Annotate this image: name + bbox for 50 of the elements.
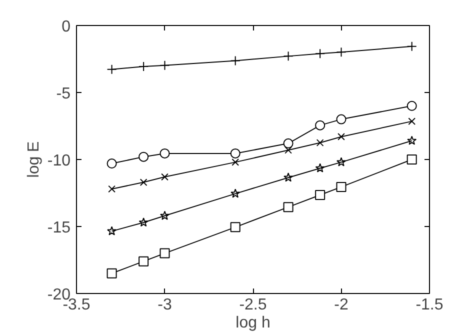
point [283, 138, 294, 148]
point [160, 210, 170, 220]
point [283, 202, 294, 212]
point [315, 48, 326, 59]
x-axis-title: log h [236, 314, 270, 332]
y-axis-title: log E [25, 141, 42, 178]
x-tick-label: -2.5 [239, 296, 267, 314]
point [336, 182, 346, 192]
point [106, 268, 117, 278]
point [336, 47, 346, 58]
point [315, 190, 326, 200]
point [138, 152, 149, 162]
point [406, 41, 417, 52]
point [232, 158, 240, 166]
point [140, 178, 148, 186]
point [408, 118, 416, 125]
point [160, 60, 170, 70]
point [406, 154, 417, 164]
x-tick-label: -1.5 [416, 296, 444, 314]
point [161, 173, 168, 181]
point [406, 100, 417, 111]
point [283, 51, 294, 62]
point [160, 248, 170, 258]
point [160, 148, 170, 158]
point [336, 157, 346, 166]
point [106, 158, 117, 169]
point [138, 217, 148, 227]
x-tick-label: -2 [334, 296, 348, 314]
point [336, 114, 346, 124]
point [108, 185, 116, 193]
point [230, 188, 240, 198]
y-tick-label: -15 [47, 220, 71, 236]
point [106, 64, 117, 74]
point [338, 133, 345, 140]
point [407, 136, 417, 145]
point [284, 146, 292, 154]
point [107, 226, 117, 236]
point [138, 62, 149, 72]
point [284, 172, 294, 182]
y-tick-label: -5 [56, 86, 71, 102]
point [230, 56, 240, 66]
y-tick-label: -10 [47, 152, 71, 170]
point [230, 222, 240, 232]
point [315, 163, 325, 172]
point [230, 148, 240, 158]
point [316, 139, 324, 146]
point [315, 120, 326, 130]
point [138, 256, 149, 266]
x-tick-label: -3 [158, 296, 172, 314]
y-tick-label: 0 [62, 18, 71, 36]
